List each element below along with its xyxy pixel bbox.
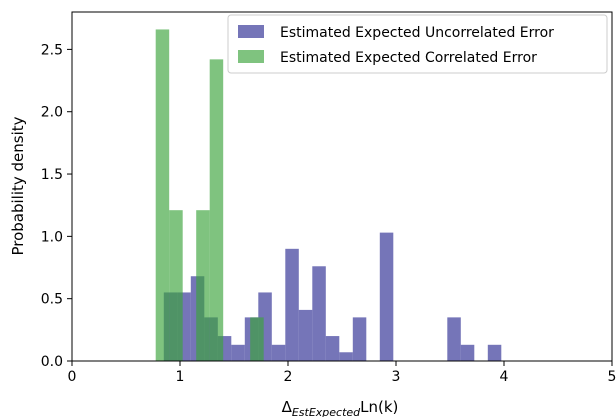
bar-series-1-bin-1	[169, 210, 183, 361]
y-tick-label: 2.5	[41, 42, 63, 58]
bar-series-0-bin-16	[447, 317, 461, 362]
bar-series-0-bin-13	[339, 352, 353, 361]
y-tick-label: 2.0	[41, 105, 63, 121]
bar-series-0-bin-11	[312, 266, 326, 361]
x-axis-label: ΔEstExpectedLn(k)	[282, 398, 399, 417]
legend: Estimated Expected Uncorrelated Error Es…	[227, 14, 608, 74]
y-tick-label: 0.5	[41, 292, 63, 308]
bar-series-0-bin-8	[271, 344, 286, 361]
bar-series-0-bin-10	[298, 309, 313, 361]
x-axis-ticks: 0 1 2 3 4 5	[68, 361, 616, 385]
bar-series-1-bin-2	[196, 210, 210, 361]
legend-label-correlated: Estimated Expected Correlated Error	[280, 50, 537, 66]
y-tick-label: 1.0	[41, 229, 63, 245]
bar-series-0-bin-15	[379, 232, 394, 361]
x-tick-label: 1	[176, 369, 185, 385]
bar-series-1-bin-4	[250, 317, 264, 362]
x-tick-label: 0	[68, 369, 77, 385]
bar-series-0-bin-17	[460, 344, 475, 361]
bar-series-1-bin-0	[155, 29, 170, 361]
y-axis-ticks: 0.0 0.5 1.0 1.5 2.0 2.5	[41, 42, 72, 370]
x-tick-label: 2	[284, 369, 293, 385]
bar-series-0-bin-5	[231, 344, 245, 361]
legend-swatch-uncorrelated	[238, 25, 264, 38]
bar-series-0-bin-9	[285, 248, 299, 361]
x-tick-label: 3	[392, 369, 401, 385]
bar-series-0-bin-18	[487, 344, 502, 361]
x-tick-label: 4	[500, 369, 509, 385]
legend-label-uncorrelated: Estimated Expected Uncorrelated Error	[280, 25, 554, 41]
y-tick-label: 0.0	[41, 354, 63, 370]
bars-layer	[155, 29, 502, 362]
plot-frame	[71, 11, 613, 362]
bar-series-1-bin-3	[209, 59, 224, 362]
legend-swatch-correlated	[238, 50, 264, 63]
y-axis-label: Probability density	[9, 116, 27, 255]
x-tick-label: 5	[608, 369, 616, 385]
bar-series-0-bin-12	[325, 336, 340, 361]
legend-frame	[227, 14, 608, 74]
bar-series-0-bin-14	[352, 317, 367, 362]
y-tick-label: 1.5	[41, 167, 63, 183]
